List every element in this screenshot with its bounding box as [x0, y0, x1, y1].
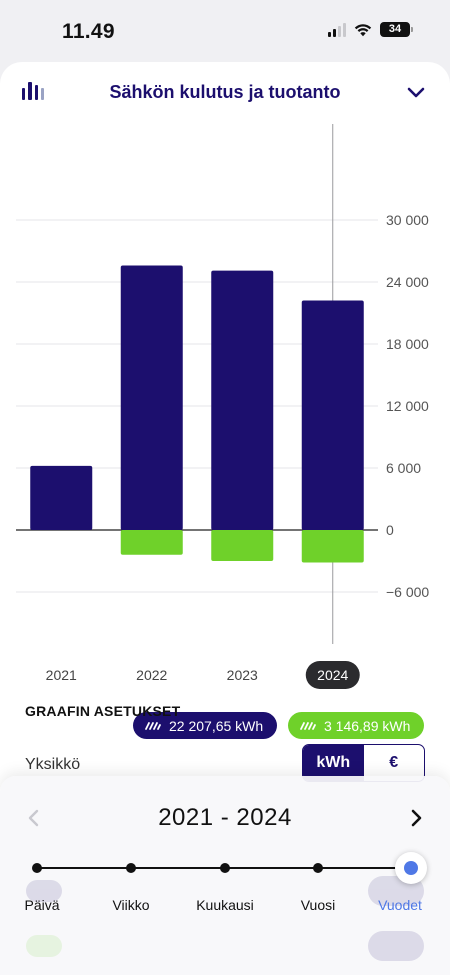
- y-tick-label: 30 000: [386, 212, 429, 228]
- scale-stop-week[interactable]: [126, 863, 136, 873]
- consumption-icon: [145, 721, 161, 730]
- unit-label: Yksikkö: [25, 756, 81, 773]
- background-settings-ghost: [0, 776, 450, 975]
- scale-label-week[interactable]: Viikko: [112, 897, 150, 913]
- scale-label-day[interactable]: Päivä: [24, 897, 60, 913]
- y-tick-label: 24 000: [386, 274, 429, 290]
- consumption-bar: [30, 465, 93, 530]
- selected-year-badge: [305, 661, 360, 689]
- x-tick-label-selected: 2024: [317, 667, 348, 683]
- production-bar: [211, 530, 274, 561]
- ghost-switch-2: [368, 931, 424, 961]
- scale-stop-month[interactable]: [220, 863, 230, 873]
- chart-area[interactable]: −6 000 0 6 000 12 000 18 000 24 000 30 000 2021…: [0, 124, 450, 704]
- wifi-icon: [354, 24, 372, 37]
- bar-chart-icon[interactable]: [22, 80, 44, 100]
- consumption-bar: [120, 265, 183, 530]
- production-total-value: 3 146,89 kWh: [324, 717, 411, 734]
- period-selector-sheet: 2021 - 2024 Päivä Viikko Kuukausi Vuosi …: [0, 776, 450, 975]
- status-bar: 11.49 34: [0, 0, 450, 62]
- production-bar: [120, 530, 183, 555]
- card-header: Sähkön kulutus ja tuotanto: [0, 62, 450, 124]
- scale-label-month[interactable]: Kuukausi: [196, 897, 254, 913]
- consumption-total-value: 22 207,65 kWh: [169, 717, 264, 734]
- scale-stop-day[interactable]: [32, 863, 42, 873]
- x-tick-label: 2022: [136, 667, 167, 683]
- unit-option-euro[interactable]: €: [389, 754, 399, 771]
- status-time: 11.49: [62, 20, 115, 43]
- next-period-icon[interactable]: [406, 808, 426, 828]
- y-tick-label: 6 000: [386, 460, 421, 476]
- consumption-bar: [211, 270, 274, 530]
- graph-settings-title: GRAAFIN ASETUKSET: [25, 703, 181, 719]
- production-icon: [300, 721, 316, 730]
- x-tick-label: 2021: [46, 667, 77, 683]
- y-tick-label: 0: [386, 522, 394, 538]
- scale-label-years[interactable]: Vuodet: [378, 897, 422, 913]
- consumption-production-chart[interactable]: −6 000 0 6 000 12 000 18 000 24 000 30 000 2021…: [0, 124, 450, 704]
- scale-stop-year[interactable]: [313, 863, 323, 873]
- y-tick-label: −6 000: [386, 584, 429, 600]
- totals-row: 22 207,65 kWh 3 146,89 kWh: [0, 712, 450, 740]
- scale-knob[interactable]: [395, 852, 427, 884]
- battery-icon: 34: [380, 22, 413, 37]
- y-tick-label: 18 000: [386, 336, 429, 352]
- cellular-signal-icon: [328, 22, 346, 37]
- consumption-total-badge: 22 207,65 kWh: [133, 712, 278, 739]
- unit-option-kwh[interactable]: kWh: [303, 745, 364, 781]
- production-total-badge: 3 146,89 kWh: [288, 712, 425, 739]
- ghost-production-pill: [26, 935, 62, 957]
- previous-period-icon[interactable]: [24, 808, 44, 828]
- production-bar: [301, 530, 364, 563]
- status-icons: 34: [328, 22, 413, 37]
- y-tick-label: 12 000: [386, 398, 429, 414]
- time-scale-slider[interactable]: Päivä Viikko Kuukausi Vuosi Vuodet: [0, 846, 450, 916]
- x-tick-label: 2023: [227, 667, 258, 683]
- card-title: Sähkön kulutus ja tuotanto: [109, 82, 341, 102]
- consumption-bar: [301, 300, 364, 530]
- scale-label-year[interactable]: Vuosi: [300, 897, 336, 913]
- ghost-consumption-pill: [26, 880, 62, 902]
- period-range-label: 2021 - 2024: [158, 804, 292, 831]
- chevron-down-icon[interactable]: [406, 82, 426, 102]
